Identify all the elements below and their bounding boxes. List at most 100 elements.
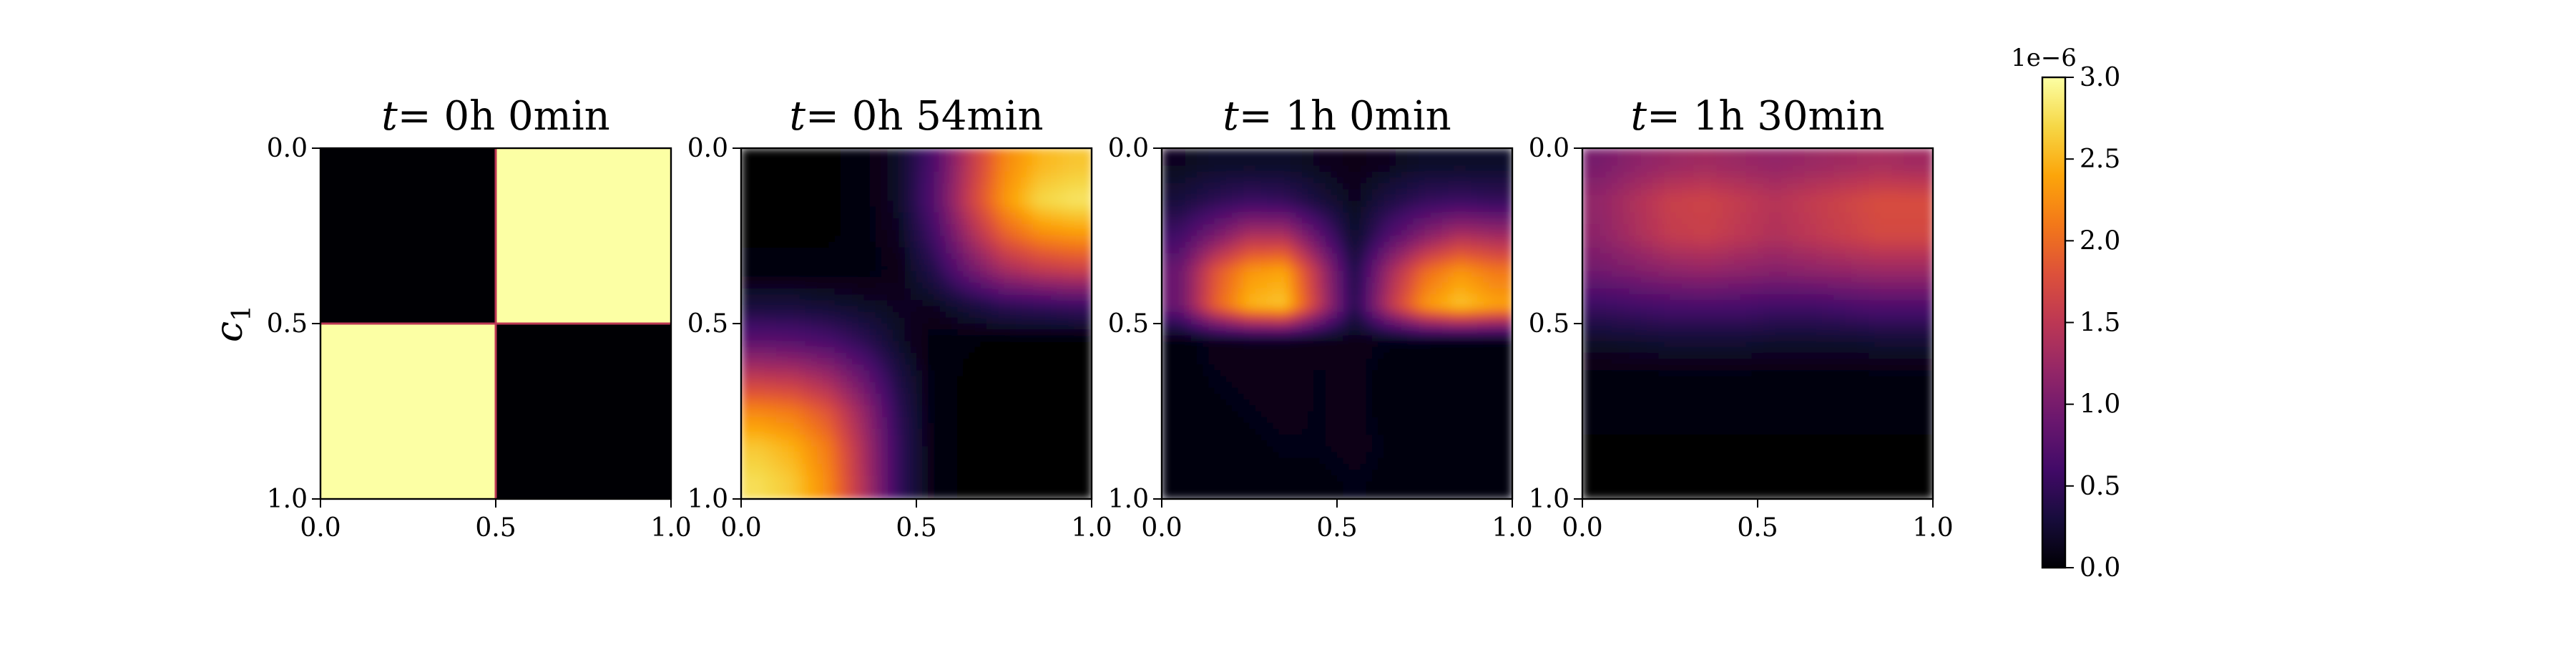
heatmap-cell [1085, 259, 1092, 266]
heatmap-cell [788, 493, 795, 499]
heatmap-cell [793, 177, 800, 184]
heatmap-cell [969, 382, 976, 389]
heatmap-cell [764, 271, 771, 278]
heatmap-cell [1033, 429, 1040, 435]
heatmap-cell [928, 493, 935, 499]
heatmap-cell [741, 183, 748, 190]
heatmap-cell [875, 324, 882, 330]
heatmap-cell [1173, 253, 1180, 260]
heatmap-cell [758, 282, 765, 289]
heatmap-cell [1167, 171, 1175, 178]
heatmap-cell [916, 200, 923, 208]
heatmap-cell [1162, 189, 1168, 196]
heatmap-cell [1448, 183, 1455, 190]
heatmap-cell [1074, 440, 1081, 447]
heatmap-cell [828, 493, 836, 499]
heatmap-cell [916, 440, 923, 447]
heatmap-cell [875, 387, 882, 394]
heatmap-cell [793, 206, 800, 213]
heatmap-cell [1220, 224, 1227, 231]
heatmap-cell [1360, 183, 1367, 190]
heatmap-cell [1004, 464, 1011, 470]
heatmap-cell [898, 317, 906, 324]
heatmap-cell [893, 288, 900, 295]
heatmap-cell [846, 440, 853, 447]
heatmap-cell [1197, 218, 1203, 225]
heatmap-cell [840, 154, 847, 161]
heatmap-cell [910, 148, 917, 155]
heatmap-cell [1255, 160, 1262, 167]
heatmap-cell [986, 200, 993, 208]
heatmap-cell [741, 271, 748, 278]
heatmap-cell [834, 394, 841, 400]
heatmap-cell [1074, 452, 1081, 459]
heatmap-cell [1225, 160, 1233, 167]
heatmap-cell [934, 189, 941, 196]
heatmap-cell [1278, 160, 1285, 167]
heatmap-cell [939, 311, 946, 319]
heatmap-cell [1015, 195, 1022, 202]
heatmap-cell [893, 405, 900, 412]
heatmap-cell [1419, 154, 1426, 161]
heatmap-cell [788, 230, 795, 237]
heatmap-cell [1179, 218, 1186, 225]
heatmap-cell [898, 236, 906, 243]
heatmap-cell [1424, 212, 1431, 219]
heatmap-cell [1360, 189, 1367, 196]
heatmap-cell [858, 359, 865, 365]
heatmap-cell [974, 271, 981, 278]
heatmap-cell [805, 306, 812, 313]
heatmap-cell [1343, 236, 1350, 243]
heatmap-cell [788, 154, 795, 161]
heatmap-cell [1436, 230, 1443, 237]
heatmap-cell [922, 364, 929, 372]
heatmap-cell [1337, 195, 1343, 202]
heatmap-cell [788, 429, 795, 435]
heatmap-cell [805, 165, 812, 173]
heatmap-cell [881, 359, 888, 365]
heatmap-cell [776, 493, 783, 499]
heatmap-cell [840, 183, 847, 190]
heatmap-cell [1389, 154, 1396, 161]
heatmap-cell [1477, 206, 1484, 213]
heatmap-cell [1424, 154, 1431, 161]
heatmap-cell [776, 487, 783, 494]
heatmap-cell [846, 394, 853, 400]
heatmap-cell [928, 411, 935, 418]
heatmap-cell [869, 165, 876, 173]
heatmap-cell [1290, 160, 1297, 167]
heatmap-cell [1179, 230, 1186, 237]
heatmap-cell [969, 399, 976, 407]
heatmap-cell [1500, 154, 1507, 161]
heatmap-cell [1197, 247, 1203, 254]
heatmap-cell [817, 154, 824, 161]
heatmap-cell [922, 394, 929, 400]
heatmap-cell [1302, 253, 1308, 260]
heatmap-cell [998, 464, 1005, 470]
heatmap-cell [904, 329, 911, 336]
heatmap-cell [601, 183, 637, 219]
heatmap-cell [1068, 405, 1075, 412]
heatmap-cell [776, 452, 783, 459]
heatmap-cell [1313, 165, 1321, 173]
heatmap-cell [1489, 236, 1496, 243]
heatmap-cell [1238, 200, 1245, 208]
heatmap-cell [957, 452, 964, 459]
heatmap-cell [858, 241, 865, 248]
heatmap-cell [1162, 230, 1168, 237]
heatmap-cell [957, 195, 964, 202]
heatmap-cell [770, 160, 777, 167]
heatmap-cell [1050, 417, 1057, 424]
heatmap-cell [782, 429, 789, 435]
heatmap-cell [1015, 212, 1022, 219]
heatmap-cell [799, 452, 806, 459]
heatmap-cell [852, 481, 859, 488]
heatmap-cell [939, 481, 946, 488]
heatmap-cell [747, 236, 754, 243]
heatmap-cell [863, 195, 871, 202]
heatmap-cell [1278, 236, 1285, 243]
heatmap-cell [963, 224, 970, 231]
heatmap-cell [817, 200, 824, 208]
heatmap-cell [1343, 160, 1350, 167]
heatmap-cell [957, 346, 964, 354]
